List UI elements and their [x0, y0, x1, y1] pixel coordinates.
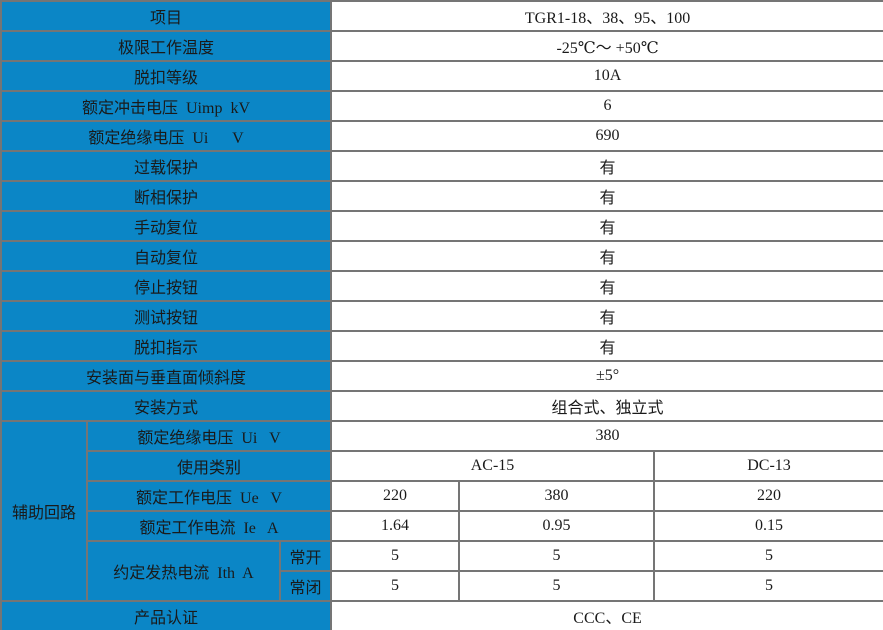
- table-row: 约定发热电流 Ith A 常开 5 5 5: [1, 540, 883, 602]
- aux-value-ue-3: 220: [653, 480, 883, 512]
- table-row: 额定冲击电压 Uimp kV 6: [0, 90, 883, 122]
- table-row: 极限工作温度 -25℃～ +50℃: [0, 30, 883, 62]
- aux-label-rated-current: 额定工作电流 Ie A: [85, 510, 333, 542]
- aux-label-utilization-category: 使用类别: [85, 450, 333, 482]
- row-value-impulse-voltage: 6: [330, 90, 883, 122]
- row-value-trip-class: 10A: [330, 60, 883, 92]
- aux-label-rated-voltage: 额定工作电压 Ue V: [85, 480, 333, 512]
- aux-label-normally-closed: 常闭: [278, 570, 333, 602]
- table-row: 安装方式 组合式、独立式: [0, 390, 883, 422]
- table-row: 额定工作电流 Ie A 1.64 0.95 0.15: [1, 510, 883, 542]
- row-label-temperature-range: 极限工作温度: [0, 30, 333, 62]
- row-value-auto-reset: 有: [330, 240, 883, 272]
- row-label-trip-class: 脱扣等级: [0, 60, 333, 92]
- aux-value-ith-no-3: 5: [653, 540, 883, 572]
- row-label-auto-reset: 自动复位: [0, 240, 333, 272]
- row-label-impulse-voltage: 额定冲击电压 Uimp kV: [0, 90, 333, 122]
- row-value-stop-button: 有: [330, 270, 883, 302]
- aux-value-ith-no-2: 5: [458, 540, 656, 572]
- table-row: 项目 TGR1-18、38、95、100: [0, 0, 883, 32]
- row-label-trip-indicator: 脱扣指示: [0, 330, 333, 362]
- row-value-insulation-voltage: 690: [330, 120, 883, 152]
- row-label-insulation-voltage: 额定绝缘电压 Ui V: [0, 120, 333, 152]
- row-label-test-button: 测试按钮: [0, 300, 333, 332]
- table-row: 测试按钮 有: [0, 300, 883, 332]
- aux-value-ie-2: 0.95: [458, 510, 656, 542]
- table-row: 使用类别 AC-15 DC-13: [1, 450, 883, 482]
- table-row: 自动复位 有: [0, 240, 883, 272]
- table-row: 手动复位 有: [0, 210, 883, 242]
- aux-label-insulation-voltage: 额定绝缘电压 Ui V: [85, 420, 333, 452]
- aux-value-category-ac: AC-15: [330, 450, 656, 482]
- aux-value-ue-1: 220: [330, 480, 461, 512]
- table-row: 辅助回路 额定绝缘电压 Ui V 380: [0, 420, 883, 602]
- aux-value-ith-no-1: 5: [330, 540, 461, 572]
- aux-value-ith-nc-3: 5: [653, 570, 883, 602]
- aux-circuit-group-label: 辅助回路: [0, 420, 88, 602]
- table-row: 断相保护 有: [0, 180, 883, 212]
- row-value-temperature-range: -25℃～ +50℃: [330, 30, 883, 62]
- table-row: 安装面与垂直面倾斜度 ±5°: [0, 360, 883, 392]
- aux-value-ie-1: 1.64: [330, 510, 461, 542]
- row-label-phase-failure-protection: 断相保护: [0, 180, 333, 212]
- row-label-overload-protection: 过载保护: [0, 150, 333, 182]
- table-row: 脱扣等级 10A: [0, 60, 883, 92]
- aux-label-thermal-current: 约定发热电流 Ith A: [86, 540, 281, 602]
- aux-value-ie-3: 0.15: [653, 510, 883, 542]
- aux-value-ith-nc-1: 5: [330, 570, 461, 602]
- row-label-stop-button: 停止按钮: [0, 270, 333, 302]
- aux-value-category-dc: DC-13: [653, 450, 883, 482]
- row-value-mounting-type: 组合式、独立式: [330, 390, 883, 422]
- row-value-certification: CCC、CE: [330, 600, 883, 630]
- row-value-item: TGR1-18、38、95、100: [330, 0, 883, 32]
- row-label-manual-reset: 手动复位: [0, 210, 333, 242]
- table-row: 额定绝缘电压 Ui V 690: [0, 120, 883, 152]
- table-row: 产品认证 CCC、CE: [0, 600, 883, 630]
- aux-value-ith-nc-2: 5: [458, 570, 656, 602]
- row-value-trip-indicator: 有: [330, 330, 883, 362]
- row-value-test-button: 有: [330, 300, 883, 332]
- row-value-manual-reset: 有: [330, 210, 883, 242]
- aux-label-normally-open: 常开: [278, 540, 333, 572]
- table-row: 停止按钮 有: [0, 270, 883, 302]
- row-label-item: 项目: [0, 0, 333, 32]
- row-label-certification: 产品认证: [0, 600, 333, 630]
- table-row: 脱扣指示 有: [0, 330, 883, 362]
- row-label-mounting-type: 安装方式: [0, 390, 333, 422]
- row-value-overload-protection: 有: [330, 150, 883, 182]
- row-label-mounting-tilt: 安装面与垂直面倾斜度: [0, 360, 333, 392]
- row-value-mounting-tilt: ±5°: [330, 360, 883, 392]
- table-row: 常闭 5 5 5: [1, 570, 883, 602]
- aux-value-ue-2: 380: [458, 480, 656, 512]
- table-row: 额定工作电压 Ue V 220 380 220: [1, 480, 883, 512]
- aux-value-insulation-voltage: 380: [330, 420, 883, 452]
- row-value-phase-failure-protection: 有: [330, 180, 883, 212]
- table-row: 过载保护 有: [0, 150, 883, 182]
